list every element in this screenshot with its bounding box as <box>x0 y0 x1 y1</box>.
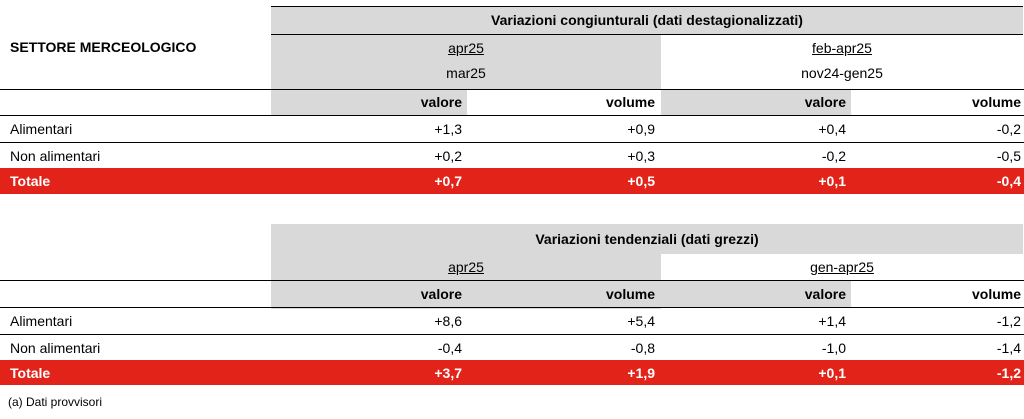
section1-row-value: +0,4 <box>818 121 846 137</box>
section1-total-value: +0,5 <box>627 173 655 189</box>
rule-section1-row1 <box>0 142 1024 143</box>
section2-total-label: Totale <box>10 365 51 381</box>
section2-row-value: -0,8 <box>630 340 655 356</box>
section2-total-value: -1,2 <box>996 365 1021 381</box>
section1-row-value: -0,2 <box>996 121 1021 137</box>
section2-row-value: +1,4 <box>818 313 846 329</box>
section2-valore2-band <box>661 281 851 307</box>
section1-row-label: Alimentari <box>10 121 73 137</box>
section1-row-value: +0,2 <box>434 148 462 164</box>
section2-col-valore2: valore <box>804 286 846 302</box>
section1-period1-bottom: mar25 <box>446 65 486 81</box>
section2-row-value: -1,2 <box>996 313 1021 329</box>
section2-row-value: -1,0 <box>821 340 846 356</box>
section2-row-value: +5,4 <box>627 313 655 329</box>
section1-row-value: +0,9 <box>627 121 655 137</box>
section1-col-valore1: valore <box>420 94 462 110</box>
rule-section1-cols <box>0 115 1024 116</box>
rule-top <box>271 6 1023 7</box>
section1-period2-bottom: nov24-gen25 <box>801 65 883 81</box>
section1-row-value: +0,3 <box>627 148 655 164</box>
rule-section1-title <box>271 34 1023 35</box>
section2-total-value: +1,9 <box>627 365 655 381</box>
rule-section2-header <box>0 280 1024 281</box>
footnote: (a) Dati provvisori <box>8 395 103 409</box>
section1-row-value: -0,2 <box>821 148 846 164</box>
section2-col-valore1: valore <box>420 286 462 302</box>
section1-row-value: -0,5 <box>996 148 1021 164</box>
section1-total-value: +0,7 <box>434 173 462 189</box>
section1-valore1-band <box>271 89 467 115</box>
section2-col-volume2: volume <box>971 286 1021 302</box>
rule-section2-cols <box>0 307 1024 308</box>
rule-section1-header <box>0 89 1024 90</box>
section1-valore2-band <box>661 89 851 115</box>
section2-total-value: +0,1 <box>818 365 846 381</box>
section1-total-value: +0,1 <box>818 173 846 189</box>
section1-period1-band <box>271 35 661 89</box>
section1-col-volume2: volume <box>971 94 1021 110</box>
section1-total-label: Totale <box>10 173 51 189</box>
section1-row-value: +1,3 <box>434 121 462 137</box>
section2-total-value: +3,7 <box>434 365 462 381</box>
section2-row-label: Alimentari <box>10 313 73 329</box>
section1-total-value: -0,4 <box>996 173 1021 189</box>
section1-total-row <box>0 168 1024 194</box>
section2-valore1-band <box>271 281 467 307</box>
section2-title: Variazioni tendenziali (dati grezzi) <box>535 231 759 247</box>
section1-title-band <box>271 7 1023 35</box>
section2-row-value: +8,6 <box>434 313 462 329</box>
section1-period1-top: apr25 <box>448 40 484 56</box>
section2-period1-band <box>271 254 661 280</box>
section1-title: Variazioni congiunturali (dati destagion… <box>491 12 803 28</box>
section1-row-label: Non alimentari <box>10 148 101 164</box>
s2-period2-top: gen-apr25 <box>810 259 874 275</box>
section2-total-row <box>0 360 1024 385</box>
section2-title-band <box>271 224 1023 254</box>
section2-row-value: -0,4 <box>437 340 462 356</box>
rule-section2-row1 <box>0 334 1024 335</box>
section2-col-volume1: volume <box>605 286 655 302</box>
section2-period1-top: apr25 <box>448 259 484 275</box>
sector-label: SETTORE MERCEOLOGICO <box>10 39 197 55</box>
section1-col-valore2: valore <box>804 94 846 110</box>
section1-col-volume1: volume <box>605 94 655 110</box>
section1-period2-top: feb-apr25 <box>812 40 872 56</box>
section2-row-value: -1,4 <box>996 340 1021 356</box>
section2-row-label: Non alimentari <box>10 340 101 356</box>
